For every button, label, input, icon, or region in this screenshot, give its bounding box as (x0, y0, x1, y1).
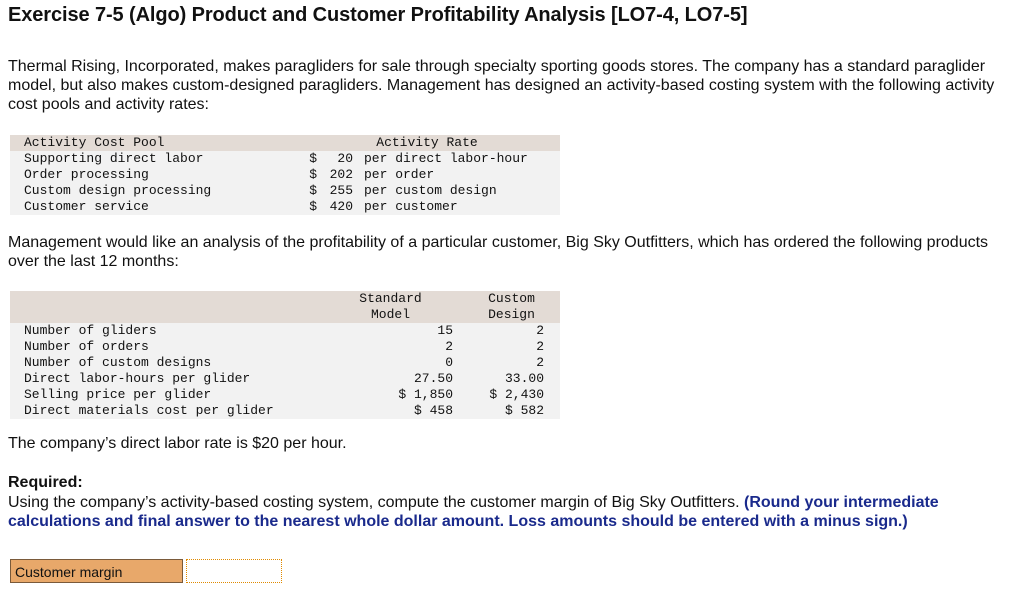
products-row: Direct materials cost per glider $ 458 $… (10, 403, 560, 419)
rate-value: 420 (317, 199, 364, 215)
currency-symbol: $ (294, 167, 317, 183)
row-label: Direct labor-hours per glider (10, 371, 318, 387)
row-label: Number of custom designs (10, 355, 318, 371)
row-label: Number of gliders (10, 323, 318, 339)
products-row: Number of custom designs 0 2 (10, 355, 560, 371)
rates-row: Order processing $ 202 per order (10, 167, 560, 183)
customer-margin-input[interactable] (186, 559, 282, 583)
custom-value: $ 2,430 (463, 387, 560, 403)
labor-rate-paragraph: The company’s direct labor rate is $20 p… (8, 435, 347, 452)
currency-symbol: $ (294, 183, 317, 199)
rate-unit: per custom design (364, 183, 560, 199)
row-label: Number of orders (10, 339, 318, 355)
products-header-row: Standard Model Custom Design (10, 291, 560, 323)
header-blank (10, 291, 318, 323)
rounding-note: (Round your intermediate calculations an… (8, 494, 939, 530)
standard-value: 15 (318, 323, 463, 339)
standard-value: $ 1,850 (318, 387, 463, 403)
row-label: Selling price per glider (10, 387, 318, 403)
pool-name: Custom design processing (10, 183, 294, 199)
customer-margin-label: Customer margin (10, 559, 183, 583)
custom-value: 2 (463, 339, 560, 355)
intro-paragraph: Thermal Rising, Incorporated, makes para… (8, 58, 995, 113)
header-custom-line1: Custom (488, 291, 535, 306)
rate-unit: per order (364, 167, 560, 183)
products-row: Number of gliders 15 2 (10, 323, 560, 339)
custom-value: 2 (463, 323, 560, 339)
header-standard-line1: Standard (359, 291, 422, 306)
products-row: Number of orders 2 2 (10, 339, 560, 355)
required-heading: Required: (8, 474, 83, 491)
products-row: Selling price per glider $ 1,850 $ 2,430 (10, 387, 560, 403)
customer-paragraph: Management would like an analysis of the… (8, 234, 989, 270)
products-table: Standard Model Custom Design Number of gli… (10, 291, 560, 419)
header-custom-line2: Design (488, 307, 535, 322)
standard-value: 27.50 (318, 371, 463, 387)
custom-value: 2 (463, 355, 560, 371)
header-custom-design: Custom Design (463, 291, 560, 323)
required-text: Using the company’s activity-based costi… (8, 494, 740, 511)
standard-value: 2 (318, 339, 463, 355)
standard-value: $ 458 (318, 403, 463, 419)
rate-unit: per customer (364, 199, 560, 215)
required-paragraph: Using the company’s activity-based costi… (8, 493, 1008, 531)
header-activity-cost-pool: Activity Cost Pool (10, 135, 294, 151)
header-activity-rate: Activity Rate (294, 135, 560, 151)
rate-unit: per direct labor-hour (364, 151, 560, 167)
row-label: Direct materials cost per glider (10, 403, 318, 419)
rates-row: Supporting direct labor $ 20 per direct … (10, 151, 560, 167)
currency-symbol: $ (294, 199, 317, 215)
header-standard-model: Standard Model (318, 291, 463, 323)
exercise-title: Exercise 7-5 (Algo) Product and Customer… (8, 4, 748, 26)
pool-name: Supporting direct labor (10, 151, 294, 167)
currency-symbol: $ (294, 151, 317, 167)
rate-value: 202 (317, 167, 364, 183)
rate-value: 255 (317, 183, 364, 199)
rate-value: 20 (317, 151, 364, 167)
rates-header-row: Activity Cost Pool Activity Rate (10, 135, 560, 151)
products-row: Direct labor-hours per glider 27.50 33.0… (10, 371, 560, 387)
standard-value: 0 (318, 355, 463, 371)
rates-row: Customer service $ 420 per customer (10, 199, 560, 215)
header-standard-line2: Model (370, 307, 410, 322)
rates-row: Custom design processing $ 255 per custo… (10, 183, 560, 199)
custom-value: 33.00 (463, 371, 560, 387)
activity-rates-table: Activity Cost Pool Activity Rate Support… (10, 135, 560, 215)
pool-name: Order processing (10, 167, 294, 183)
custom-value: $ 582 (463, 403, 560, 419)
pool-name: Customer service (10, 199, 294, 215)
